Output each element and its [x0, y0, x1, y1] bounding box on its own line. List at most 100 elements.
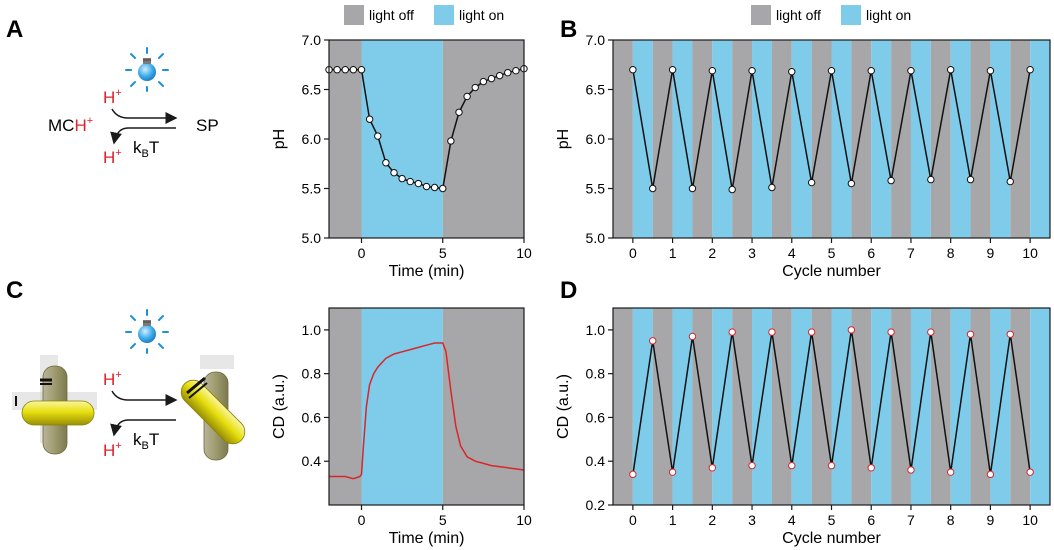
data-point — [398, 174, 406, 183]
shade-band-off — [442, 40, 524, 238]
scheme-bottom-plus: + — [115, 147, 121, 159]
x-axis-label: Time (min) — [389, 263, 465, 280]
data-point — [748, 461, 756, 470]
scheme-kbt: kBT — [133, 430, 159, 452]
data-point — [986, 470, 995, 479]
scheme-kbt-t: T — [149, 430, 159, 449]
data-point — [708, 66, 717, 75]
data-point — [827, 66, 836, 75]
shade-band-on — [672, 40, 693, 238]
data-point — [422, 182, 431, 191]
data-point — [788, 461, 796, 470]
scheme-kbt-b: B — [142, 440, 149, 452]
legend-left: light off light on — [344, 5, 504, 25]
data-point — [867, 464, 875, 472]
data-point — [748, 66, 756, 75]
x-tick-label: 0 — [358, 245, 366, 261]
shade-band-off — [851, 308, 872, 505]
shade-band-off — [692, 40, 713, 238]
data-point — [668, 468, 677, 476]
series-line — [329, 342, 525, 480]
data-point — [455, 108, 463, 116]
chart-b: 0 1 2 3 4 5 6 7 8 9 10 5.0 5.5 6.0 6.5 7.0 Cycle number p… — [555, 32, 1051, 280]
data-point — [495, 71, 504, 80]
scheme-bottom-proton: H+ — [103, 440, 122, 460]
x-tick-label: 0 — [358, 512, 366, 528]
legend-label-off: light off — [369, 7, 414, 23]
scheme-top-proton: H+ — [103, 87, 122, 107]
x-tick-label: 10 — [516, 245, 532, 261]
data-point — [847, 179, 856, 188]
x-tick-label: 3 — [748, 512, 756, 528]
x-axis-label: Time (min) — [389, 530, 465, 547]
legend-right: light off light on — [751, 5, 911, 25]
y-tick-label: 0.4 — [586, 453, 606, 469]
scheme-top-plus: + — [115, 369, 121, 381]
x-tick-label: 4 — [788, 245, 796, 261]
scheme-left-plus: + — [87, 115, 93, 127]
data-point — [349, 66, 358, 74]
y-tick-label: 1.0 — [586, 322, 606, 338]
shade-band-off — [613, 308, 633, 505]
y-tick-label: 1.0 — [302, 322, 322, 338]
data-point — [1026, 66, 1034, 74]
shade-band-on — [791, 40, 812, 238]
data-point — [907, 66, 915, 75]
x-tick-label: 7 — [907, 512, 915, 528]
shade-band-off — [851, 40, 872, 238]
data-point — [927, 175, 935, 184]
shade-band-off — [732, 40, 753, 238]
panel-label-a: A — [6, 16, 23, 43]
scheme-top-h: H — [103, 88, 115, 107]
scheme-kbt-b: B — [142, 148, 149, 160]
backward-arrow — [110, 127, 176, 145]
forward-arrow — [111, 390, 178, 406]
shade-band-on — [752, 308, 772, 505]
shade-band-on — [831, 40, 852, 238]
legend-swatch-on — [434, 5, 454, 25]
x-tick-label: 3 — [748, 245, 756, 261]
data-point — [986, 66, 995, 75]
shade-band-on — [871, 40, 892, 238]
x-tick-label: 7 — [907, 245, 915, 261]
data-point — [406, 177, 414, 186]
shade-band-on — [910, 40, 931, 238]
data-point — [688, 184, 697, 193]
x-tick-label: 9 — [987, 245, 995, 261]
shade-band-on — [910, 308, 931, 505]
shade-band-on — [632, 40, 653, 238]
x-tick-label: 0 — [629, 245, 637, 261]
light-bulb-icon — [125, 47, 169, 92]
scheme-kbt-k: k — [133, 138, 142, 157]
y-tick-label: 7.0 — [586, 32, 606, 48]
shade-band-off — [329, 308, 362, 505]
data-point — [463, 92, 471, 101]
data-point — [341, 66, 349, 74]
shade-band-off — [613, 40, 633, 238]
data-point — [1006, 177, 1014, 186]
chart-c: 0 5 10 0.4 0.6 0.8 1.0 Time (min) CD (a.u.) — [271, 307, 532, 547]
y-tick-label: 5.5 — [302, 181, 322, 197]
x-tick-label: 10 — [1022, 512, 1038, 528]
x-tick-label: 1 — [669, 512, 677, 528]
nanorod-crossed-left — [12, 355, 97, 455]
shade-band-off — [930, 40, 951, 238]
scheme-kbt-t: T — [149, 138, 159, 157]
y-tick-label: 6.0 — [586, 131, 606, 147]
y-tick-label: 5.0 — [302, 230, 322, 246]
shade-band-on — [950, 40, 971, 238]
data-point — [728, 328, 736, 336]
data-point — [430, 183, 439, 192]
data-point — [668, 66, 677, 74]
data-point — [487, 74, 496, 83]
scheme-bottom-plus: + — [115, 440, 121, 452]
shade-band-off — [442, 308, 524, 505]
scheme-left-h: H — [74, 116, 86, 135]
scheme-kbt-k: k — [133, 430, 142, 449]
x-tick-label: 5 — [828, 245, 836, 261]
data-point — [357, 66, 366, 74]
data-point — [447, 137, 455, 145]
legend-label-off: light off — [776, 7, 821, 23]
data-point — [649, 184, 657, 193]
